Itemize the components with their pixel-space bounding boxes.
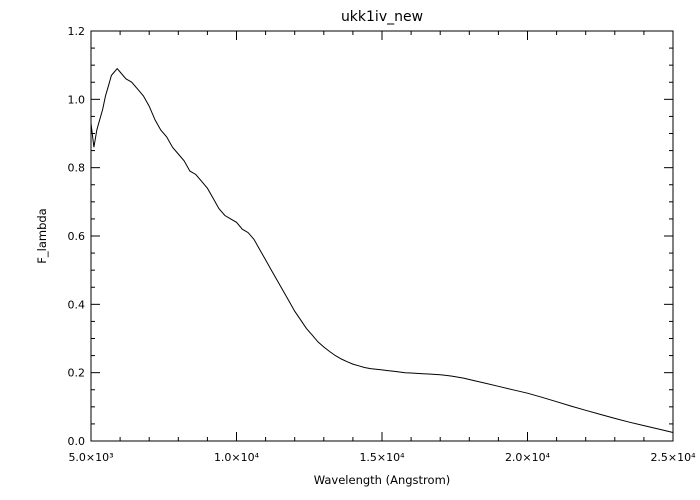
x-tick-label: 5.0×10³ bbox=[68, 451, 113, 464]
x-tick-label: 2.5×10⁴ bbox=[650, 451, 696, 464]
y-tick-label: 0.0 bbox=[68, 435, 86, 448]
x-tick-labels: 5.0×10³ 1.0×10⁴ 1.5×10⁴ 2.0×10⁴ 2.5×10⁴ bbox=[68, 451, 696, 464]
y-tick-label: 0.8 bbox=[68, 162, 86, 175]
chart-title: ukk1iv_new bbox=[341, 9, 423, 25]
plot-frame bbox=[90, 30, 674, 442]
y-tick-label: 0.6 bbox=[68, 230, 86, 243]
y-tick-label: 0.2 bbox=[68, 367, 86, 380]
axis-ticks bbox=[90, 30, 674, 442]
x-tick-label: 2.0×10⁴ bbox=[505, 451, 551, 464]
spectrum-line bbox=[90, 67, 674, 433]
y-tick-labels: 0.0 0.2 0.4 0.6 0.8 1.0 1.2 bbox=[68, 25, 86, 448]
x-tick-label: 1.5×10⁴ bbox=[359, 451, 405, 464]
y-tick-label: 1.0 bbox=[68, 93, 86, 106]
x-tick-label: 1.0×10⁴ bbox=[214, 451, 260, 464]
y-tick-label: 1.2 bbox=[68, 25, 86, 38]
x-axis-label: Wavelength (Angstrom) bbox=[314, 473, 451, 487]
y-tick-label: 0.4 bbox=[68, 298, 86, 311]
y-axis-label: F_lambda bbox=[35, 208, 49, 263]
